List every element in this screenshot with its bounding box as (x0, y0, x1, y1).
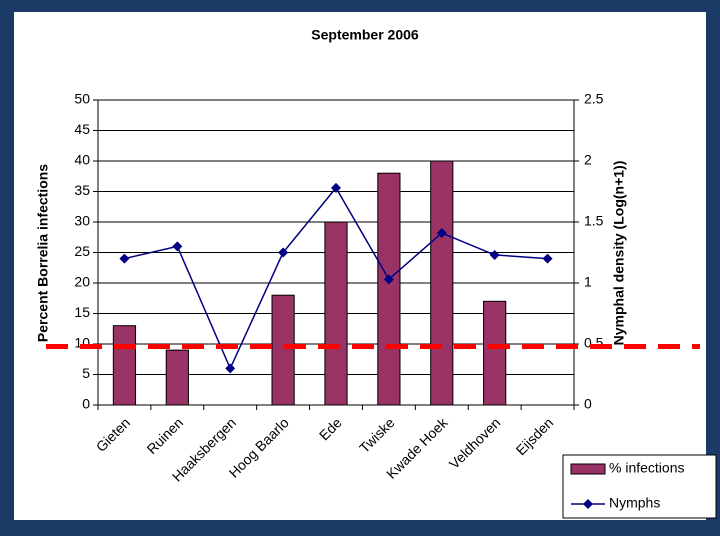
y-tick-label: 45 (74, 121, 90, 137)
marker (542, 253, 553, 264)
marker (436, 227, 447, 238)
y-tick-label: 5 (82, 365, 90, 381)
y-tick-label: 35 (74, 182, 90, 198)
marker (225, 363, 236, 374)
y2-tick-label: 0 (584, 396, 592, 412)
bar (377, 172, 401, 406)
bar (271, 294, 295, 406)
y2-tick-label: 1.5 (584, 213, 604, 229)
chart-title: September 2006 (311, 27, 419, 43)
chart-panel (14, 12, 706, 520)
y-tick-label: 15 (74, 304, 90, 320)
legend-label: % infections (609, 460, 684, 476)
marker (331, 182, 341, 193)
marker (119, 253, 130, 264)
bar (483, 300, 507, 406)
marker (383, 274, 394, 285)
y2-tick-label: 2 (584, 152, 592, 168)
y-axis-label: Percent Borrelia infections (35, 164, 51, 342)
marker (489, 249, 500, 260)
marker (172, 241, 183, 252)
marker (278, 247, 289, 258)
y-tick-label: 30 (74, 213, 90, 229)
y-tick-label: 50 (74, 91, 90, 107)
y-tick-label: 40 (74, 152, 90, 168)
legend-marker (583, 499, 593, 509)
y2-tick-label: 1 (584, 274, 592, 290)
y-tick-label: 0 (82, 396, 90, 412)
bar (165, 349, 189, 406)
legend-swatch (570, 463, 606, 475)
legend-label: Nymphs (609, 495, 660, 511)
bar (430, 160, 454, 406)
y-tick-label: 20 (74, 274, 90, 290)
bar (112, 325, 137, 406)
bar (324, 221, 348, 406)
y2-axis-label: Nymphal density (Log(n+1)) (611, 161, 627, 346)
y2-tick-label: 2.5 (584, 91, 604, 107)
y-tick-label: 25 (74, 243, 90, 259)
